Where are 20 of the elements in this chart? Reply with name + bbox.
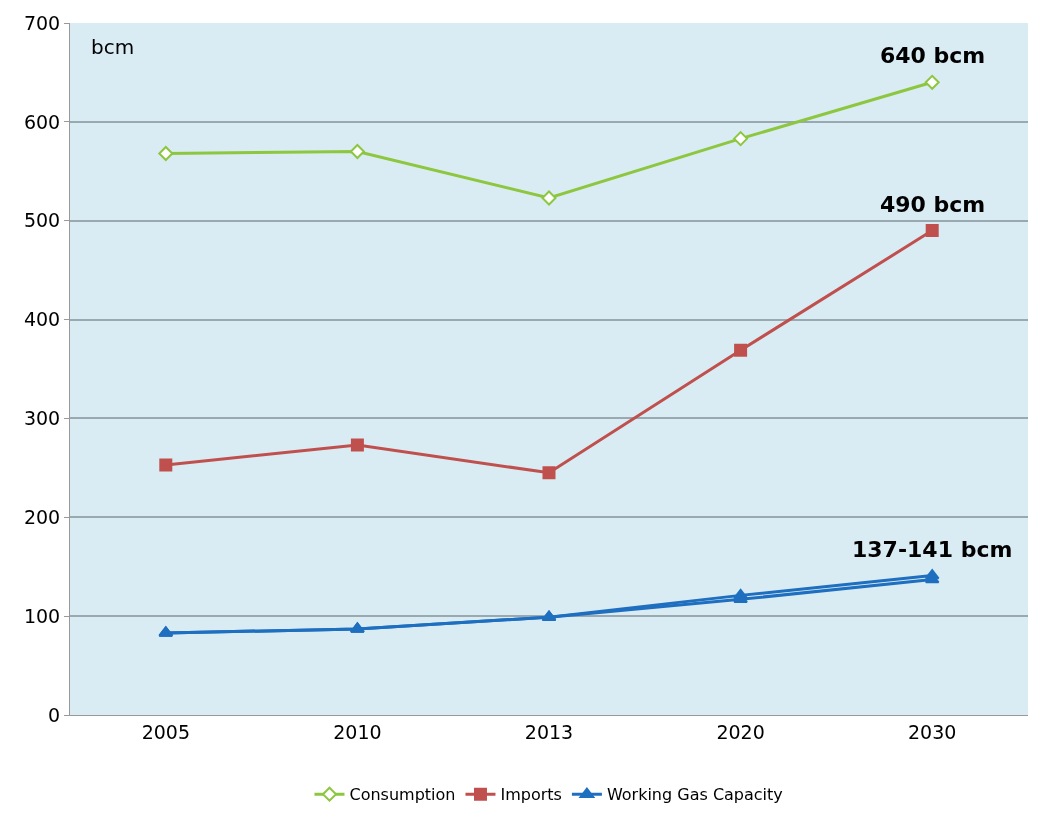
y-tick-label: 700 (23, 11, 61, 34)
y-axis-title: bcm (91, 35, 135, 59)
x-tick-label: 2005 (141, 720, 190, 743)
y-tick-label: 600 (23, 110, 61, 133)
y-tick-label: 100 (23, 604, 61, 627)
y-tick-label: 500 (23, 209, 61, 232)
legend-label: Imports (500, 785, 562, 805)
x-tick-label: 2030 (908, 720, 957, 743)
legend-label: Working Gas Capacity (606, 785, 783, 805)
y-tick-label: 300 (23, 407, 61, 430)
y-tick-label: 200 (23, 505, 61, 528)
y-tick-label: 0 (48, 703, 61, 726)
y-tick-label: 400 (23, 308, 61, 331)
annotation: 640 bcm (880, 43, 986, 68)
x-tick-label: 2010 (333, 720, 382, 743)
x-tick-label: 2013 (524, 720, 574, 743)
annotation: 137-141 bcm (852, 537, 1013, 562)
annotation: 490 bcm (880, 192, 986, 217)
legend-label: Consumption (349, 785, 456, 805)
x-tick-label: 2020 (716, 720, 765, 743)
